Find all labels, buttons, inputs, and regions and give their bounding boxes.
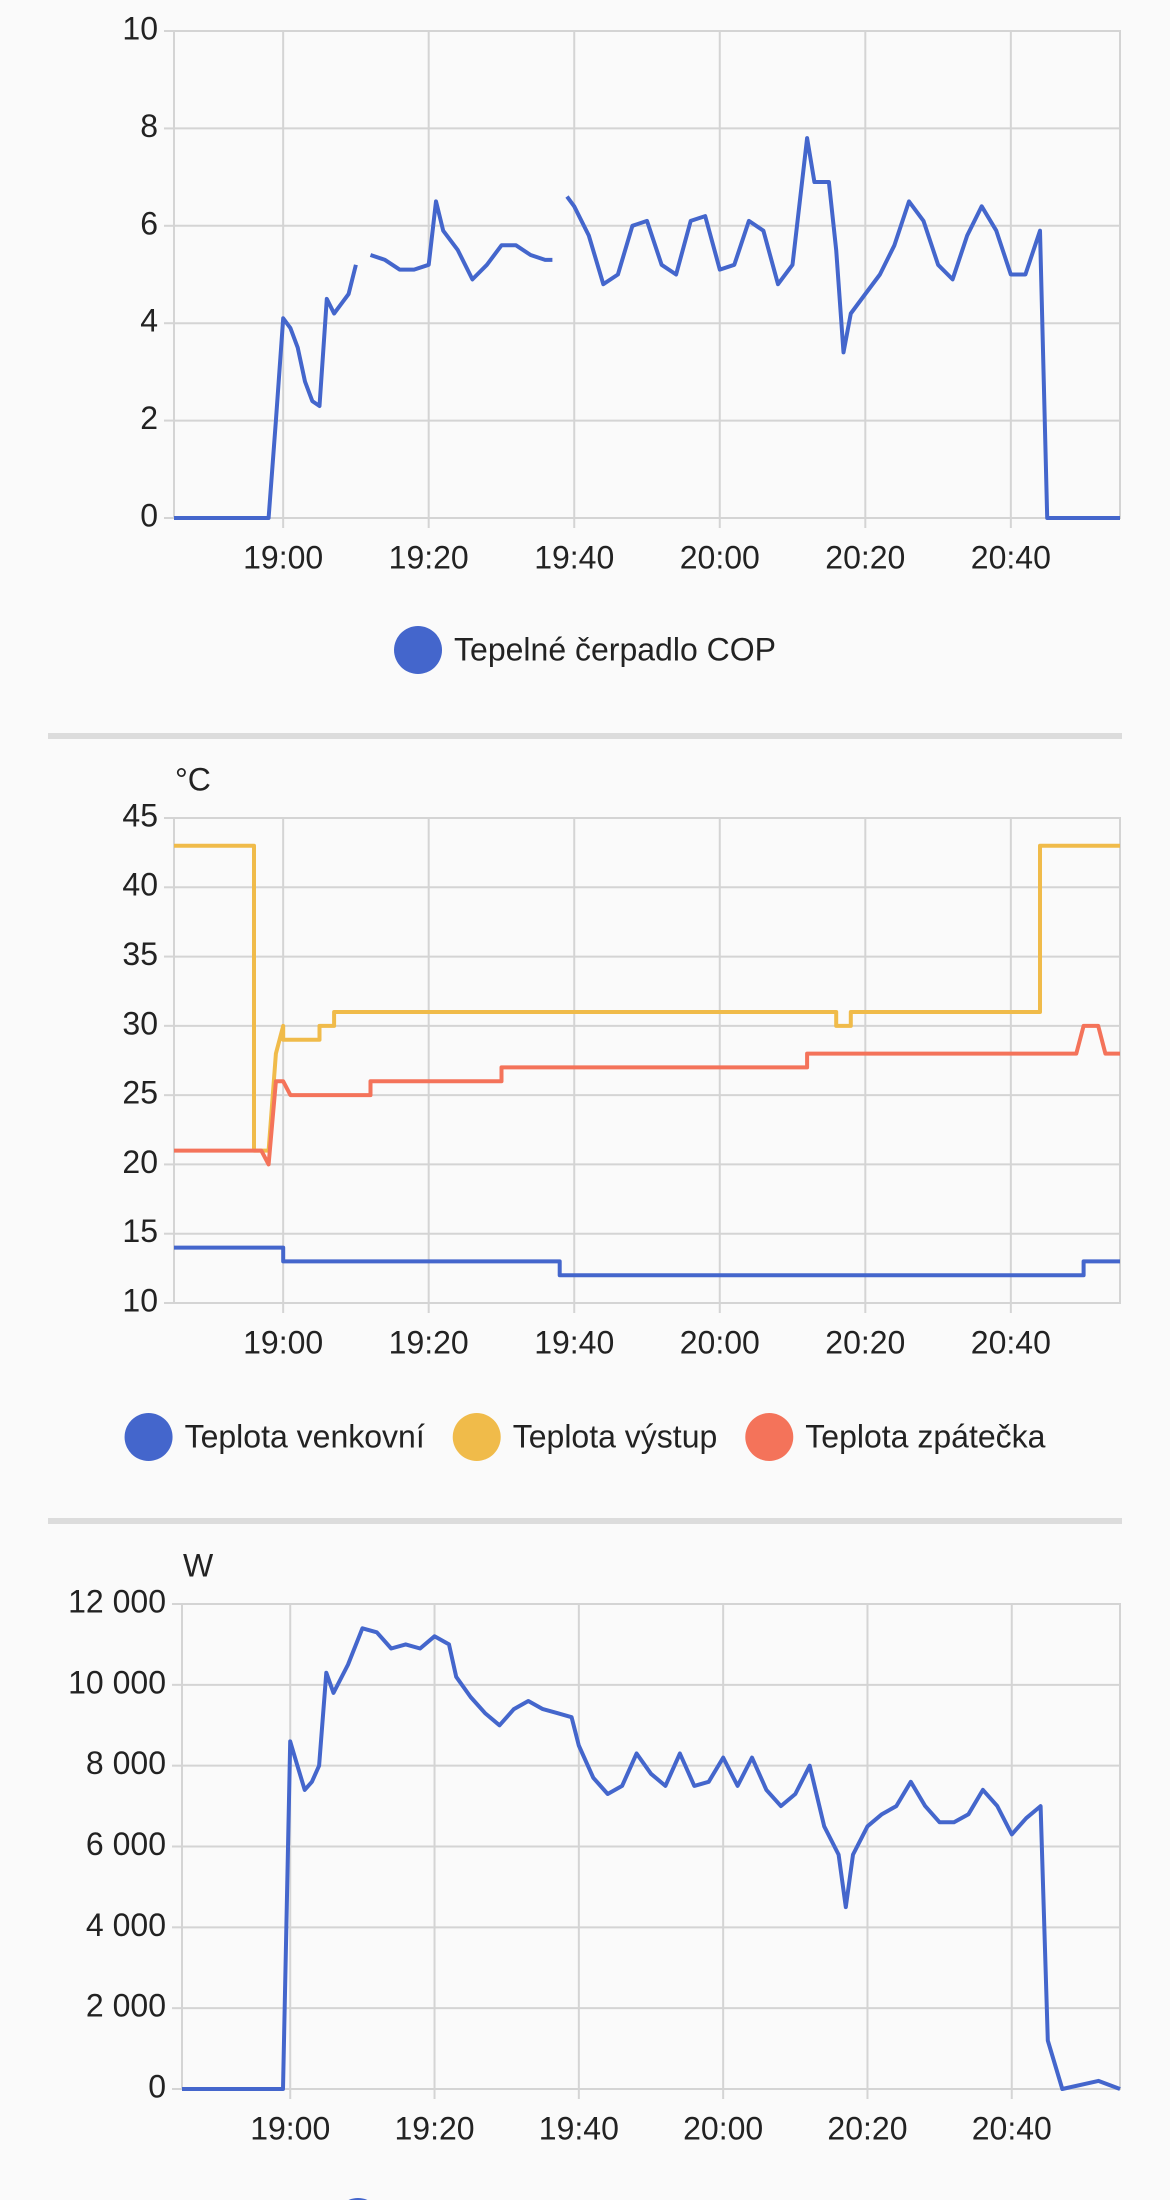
x-tick-label: 19:20 [389,1324,469,1360]
y-tick-label: 35 [122,936,158,972]
x-tick-label: 19:40 [539,2110,619,2146]
y-tick-label: 20 [122,1144,158,1180]
unit-label: °C [175,761,211,797]
x-tick-label: 20:00 [680,1324,760,1360]
y-tick-label: 10 [122,10,158,46]
y-tick-label: 4 [140,303,158,339]
x-tick-label: 20:20 [825,1324,905,1360]
x-tick-label: 20:20 [825,539,905,575]
y-tick-label: 0 [148,2068,166,2104]
y-tick-label: 2 [140,400,158,436]
legend-marker [394,626,443,674]
data-line [174,843,1120,1153]
data-line [174,1023,1120,1167]
y-tick-label: 0 [140,497,158,533]
y-tick-label: 40 [122,867,158,903]
legend-label: Teplota výstup [513,1418,718,1454]
y-tick-label: 10 000 [68,1664,166,1700]
data-line [174,136,1120,520]
legend-label: Tepelné čerpadlo COP [454,631,776,667]
data-line [174,1245,1120,1278]
x-tick-label: 20:40 [972,2110,1052,2146]
x-tick-label: 20:00 [683,2110,763,2146]
y-tick-label: 15 [122,1213,158,1249]
x-tick-label: 19:00 [243,539,323,575]
y-tick-label: 2 000 [86,1988,166,2024]
y-tick-label: 6 000 [86,1826,166,1862]
x-tick-label: 19:20 [389,539,469,575]
y-tick-label: 8 [140,108,158,144]
y-tick-label: 8 000 [86,1745,166,1781]
y-tick-label: 10 [122,1282,158,1318]
legend-label: Teplota venkovní [185,1418,425,1454]
unit-label: W [183,1547,214,1583]
y-tick-label: 4 000 [86,1907,166,1943]
y-tick-label: 30 [122,1005,158,1041]
x-tick-label: 20:40 [971,1324,1051,1360]
y-tick-label: 25 [122,1075,158,1111]
y-tick-label: 6 [140,205,158,241]
x-tick-label: 19:00 [243,1324,323,1360]
y-tick-label: 45 [122,797,158,833]
legend-marker [745,1413,794,1461]
legend-label: Teplota zpátečka [805,1418,1045,1454]
data-line [182,1626,1121,2091]
legend-marker [124,1413,173,1461]
y-tick-label: 12 000 [68,1583,166,1619]
x-tick-label: 20:00 [680,539,760,575]
x-tick-label: 20:20 [827,2110,907,2146]
x-tick-label: 19:40 [534,539,614,575]
x-tick-label: 19:40 [534,1324,614,1360]
x-tick-label: 19:20 [394,2110,474,2146]
legend-marker [452,1413,501,1461]
x-tick-label: 19:00 [250,2110,330,2146]
x-tick-label: 20:40 [971,539,1051,575]
